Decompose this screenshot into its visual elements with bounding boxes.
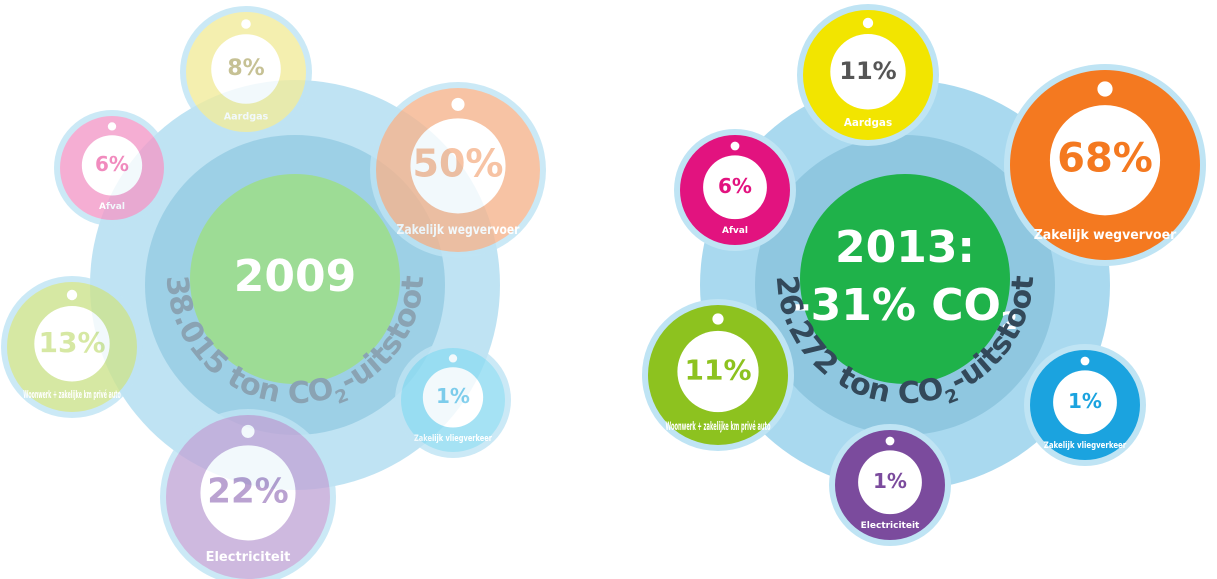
icon [241,19,251,29]
bubble-value: 6% [718,174,752,198]
category-bubble: 13% Woonwerk + zakelijke km privé auto [1,276,143,418]
bubble-value: 13% [38,326,105,359]
icon [1097,81,1113,97]
bubble-label: Aardgas [844,117,892,129]
center-title: 2009 [234,251,356,302]
category-bubble: 1% Zakelijk vliegverkeer [1024,344,1146,466]
bubble-inner [81,135,143,196]
bubble-value: 11% [839,57,896,85]
center-sub: 2 [1001,307,1018,335]
bubble-value: 6% [95,152,129,176]
center-title: -31% CO2 [792,280,1017,335]
center-text: 2009 [234,251,356,302]
center-text: -31% CO [792,280,1001,331]
bubble-inner [410,118,506,214]
bubble-label: Zakelijk vliegverkeer [414,434,492,444]
icon [862,17,874,29]
bubble-value: 11% [684,354,751,387]
bubble-label: Woonwerk + zakelijke km privé auto [666,420,771,433]
center-circle [190,174,400,384]
bubble-inner [703,155,767,220]
bubble-inner [211,34,281,104]
bubble-label: Zakelijk wegvervoer [397,223,520,238]
bubble-label: Electriciteit [861,521,920,531]
icon [107,122,117,131]
category-bubble: 11% Woonwerk + zakelijke km privé auto [642,299,794,451]
bubble-inner [200,445,296,541]
bubble-value: 1% [1068,389,1102,413]
icon [1080,356,1090,366]
bubble-value: 68% [1057,135,1153,181]
icon [66,289,78,301]
category-bubble: 50% Zakelijk wegvervoer [370,82,546,258]
category-bubble: 68% Zakelijk wegvervoer [1004,64,1206,266]
bubble-inner [1053,370,1117,435]
bubble-inner [34,306,110,382]
bubble-value: 8% [227,56,264,81]
center-title: 2013: [835,222,975,273]
center-circle [800,174,1010,384]
category-bubble: 11% Aardgas [797,4,939,146]
icon [448,354,458,363]
bubble-label: Afval [722,226,748,236]
category-bubble: 22% Electriciteit [160,409,336,579]
bubble-value: 1% [873,469,907,493]
icon [451,97,465,111]
icon [885,436,895,446]
bubble-label: Zakelijk vliegverkeer [1044,441,1127,451]
bubble-label: Electriciteit [206,550,291,565]
bubble-inner [422,367,484,428]
bubble-value: 1% [436,384,470,408]
bubble-value: 50% [413,141,504,185]
category-bubble: 8% Aardgas [180,6,312,138]
bubble-inner [858,450,922,515]
icon [730,141,740,151]
bubble-label: Afval [99,202,125,212]
category-bubble: 6% Afval [674,129,796,251]
bubble-label: Aardgas [224,111,269,122]
icon [241,424,255,438]
bubble-inner [677,330,759,413]
category-bubble: 1% Zakelijk vliegverkeer [395,342,511,458]
bubble-inner [1049,105,1161,216]
bubble-label: Woonwerk + zakelijke km privé auto [23,389,121,401]
category-bubble: 1% Electriciteit [829,424,951,546]
bubble-value: 22% [207,471,288,511]
icon [712,313,724,325]
category-bubble: 6% Afval [54,110,170,226]
bubble-label: Zakelijk wegvervoer [1034,228,1177,243]
center-text: 2013: [835,222,975,273]
bubble-inner [830,34,906,110]
